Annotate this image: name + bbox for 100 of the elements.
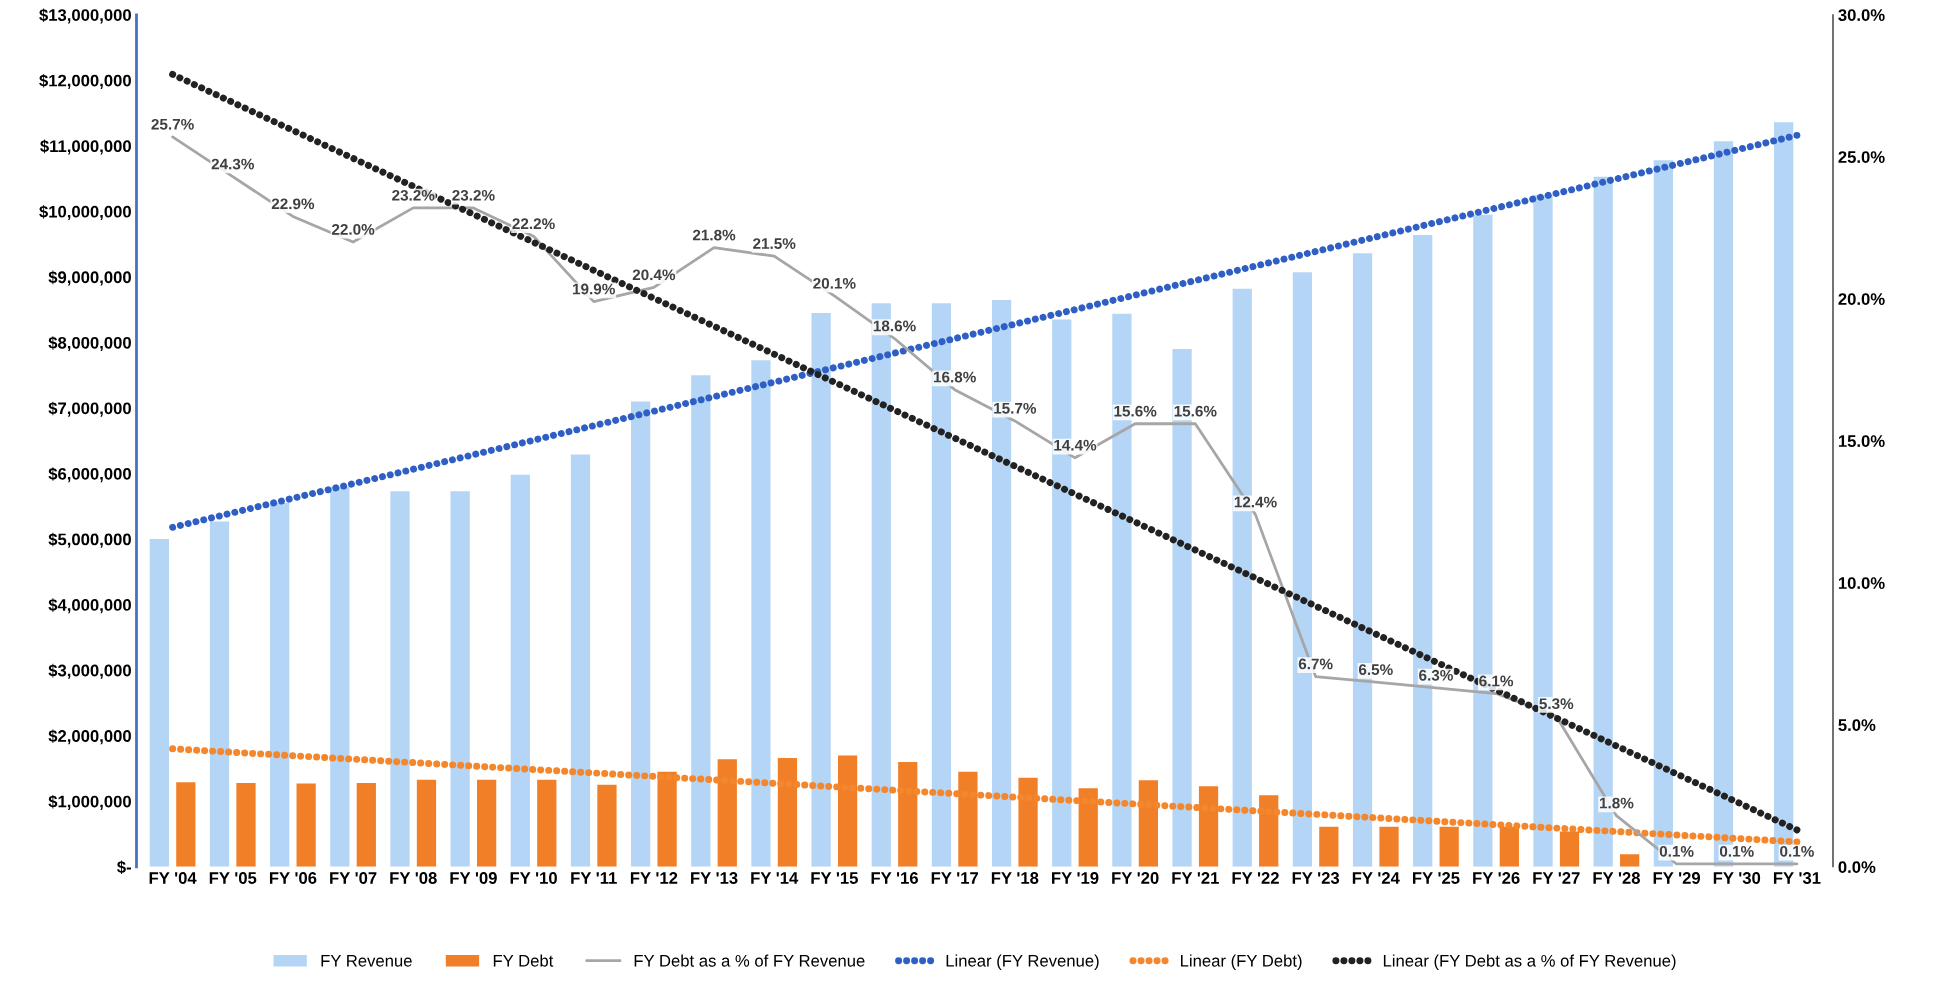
bar — [751, 360, 771, 867]
x-tick-label: FY '21 — [1172, 872, 1219, 884]
y2-tick-label: 5.0% — [1838, 719, 1876, 731]
bar — [631, 401, 651, 867]
data-label: 25.7% — [151, 118, 194, 130]
x-tick-label: FY '13 — [691, 872, 738, 884]
y-tick-label: $3,000,000 — [48, 663, 131, 679]
y-tick-label: $9,000,000 — [48, 270, 131, 286]
y2-tick-label: 15.0% — [1838, 435, 1885, 447]
x-tick-label: FY '04 — [149, 872, 197, 884]
legend-label: FY Debt as a % of FY Revenue — [634, 954, 865, 967]
bar — [270, 503, 290, 867]
y-tick-label: $8,000,000 — [48, 336, 131, 352]
y-tick-label: $1,000,000 — [48, 794, 131, 810]
y-tick-label: $2,000,000 — [48, 729, 131, 745]
x-tick-label: FY '25 — [1412, 872, 1460, 884]
x-tick-label: FY '16 — [871, 872, 918, 884]
x-tick-label: FY '19 — [1052, 872, 1099, 884]
x-tick-label: FY '14 — [751, 872, 799, 884]
x-tick-label: FY '05 — [209, 872, 257, 884]
data-label: 22.2% — [512, 218, 555, 230]
bar — [1379, 826, 1399, 867]
bar — [330, 486, 350, 867]
x-tick-label: FY '31 — [1773, 872, 1821, 884]
data-label: 5.3% — [1539, 698, 1574, 710]
data-label: 19.9% — [573, 283, 615, 295]
y2-tick-label: 10.0% — [1838, 577, 1885, 589]
data-label: 18.6% — [873, 320, 916, 332]
legend-label: Linear (FY Debt) — [1181, 954, 1302, 970]
data-label: 6.7% — [1298, 658, 1333, 670]
x-tick-label: FY '15 — [811, 872, 858, 884]
x-tick-label: FY '24 — [1352, 872, 1400, 884]
data-label: 14.4% — [1054, 439, 1097, 451]
y-tick-label: $12,000,000 — [39, 73, 131, 89]
data-label: 0.1% — [1659, 845, 1694, 857]
data-label: 0.1% — [1719, 845, 1754, 857]
data-label: 23.2% — [452, 189, 495, 201]
data-label: 20.1% — [813, 277, 856, 289]
bar — [390, 491, 410, 867]
y-tick-label: $13,000,000 — [39, 8, 131, 24]
data-label: 12.4% — [1234, 496, 1277, 508]
data-label: 6.5% — [1358, 664, 1393, 676]
bar — [149, 539, 169, 867]
data-label: 22.0% — [331, 223, 375, 235]
y-tick-label: $7,000,000 — [48, 401, 131, 417]
x-tick-label: FY '30 — [1713, 872, 1761, 884]
y2-tick-label: 30.0% — [1838, 9, 1885, 21]
data-label: 21.8% — [692, 229, 736, 241]
bar — [209, 521, 230, 867]
data-label: 15.7% — [994, 402, 1037, 414]
bar — [416, 779, 437, 867]
x-tick-label: FY '09 — [450, 872, 497, 884]
data-label: 23.2% — [392, 189, 435, 201]
data-label: 15.6% — [1114, 405, 1157, 417]
y-tick-label: $- — [117, 860, 131, 875]
x-tick-label: FY '20 — [1112, 872, 1159, 884]
bar — [570, 454, 591, 867]
data-label: 6.1% — [1479, 675, 1514, 687]
bar — [176, 782, 196, 867]
bar — [811, 312, 831, 867]
y-tick-label: $5,000,000 — [48, 532, 131, 548]
y-tick-label: $11,000,000 — [40, 139, 131, 155]
data-label: 16.8% — [933, 371, 976, 383]
bar — [1620, 854, 1640, 867]
bar — [236, 782, 256, 867]
x-tick-label: FY '18 — [991, 872, 1039, 884]
y-tick-label: $4,000,000 — [48, 598, 131, 614]
legend-label: FY Revenue — [321, 955, 412, 967]
x-tick-label: FY '07 — [330, 872, 377, 884]
x-tick-label: FY '06 — [269, 872, 317, 884]
bar — [477, 779, 497, 867]
x-tick-label: FY '08 — [390, 872, 437, 884]
x-tick-label: FY '22 — [1232, 872, 1279, 884]
data-label: 20.4% — [632, 269, 676, 281]
bar — [1319, 826, 1339, 867]
bar — [597, 784, 617, 867]
data-label: 24.3% — [211, 158, 255, 170]
x-tick-label: FY '23 — [1292, 872, 1340, 884]
x-tick-label: FY '12 — [630, 872, 678, 884]
y2-tick-label: 0.0% — [1838, 861, 1876, 873]
bar — [356, 782, 376, 867]
x-tick-label: FY '17 — [931, 872, 979, 884]
bar — [510, 474, 530, 867]
bar — [450, 491, 470, 867]
x-tick-label: FY '11 — [571, 872, 617, 884]
x-tick-label: FY '26 — [1473, 872, 1520, 884]
x-tick-label: FY '28 — [1593, 872, 1640, 884]
data-label: 22.9% — [271, 198, 315, 210]
legend-label: FY Debt — [493, 954, 554, 967]
y2-tick-label: 25.0% — [1838, 151, 1885, 163]
bar — [691, 375, 711, 867]
bar — [296, 783, 316, 867]
data-label: 0.1% — [1780, 845, 1814, 857]
y-tick-label: $10,000,000 — [39, 205, 131, 221]
y2-tick-label: 20.0% — [1838, 293, 1885, 305]
x-tick-label: FY '10 — [510, 872, 557, 884]
x-tick-label: FY '27 — [1533, 872, 1580, 884]
bar — [537, 779, 557, 867]
data-label: 15.6% — [1174, 405, 1217, 417]
legend-label: Linear (FY Revenue) — [946, 954, 1099, 970]
